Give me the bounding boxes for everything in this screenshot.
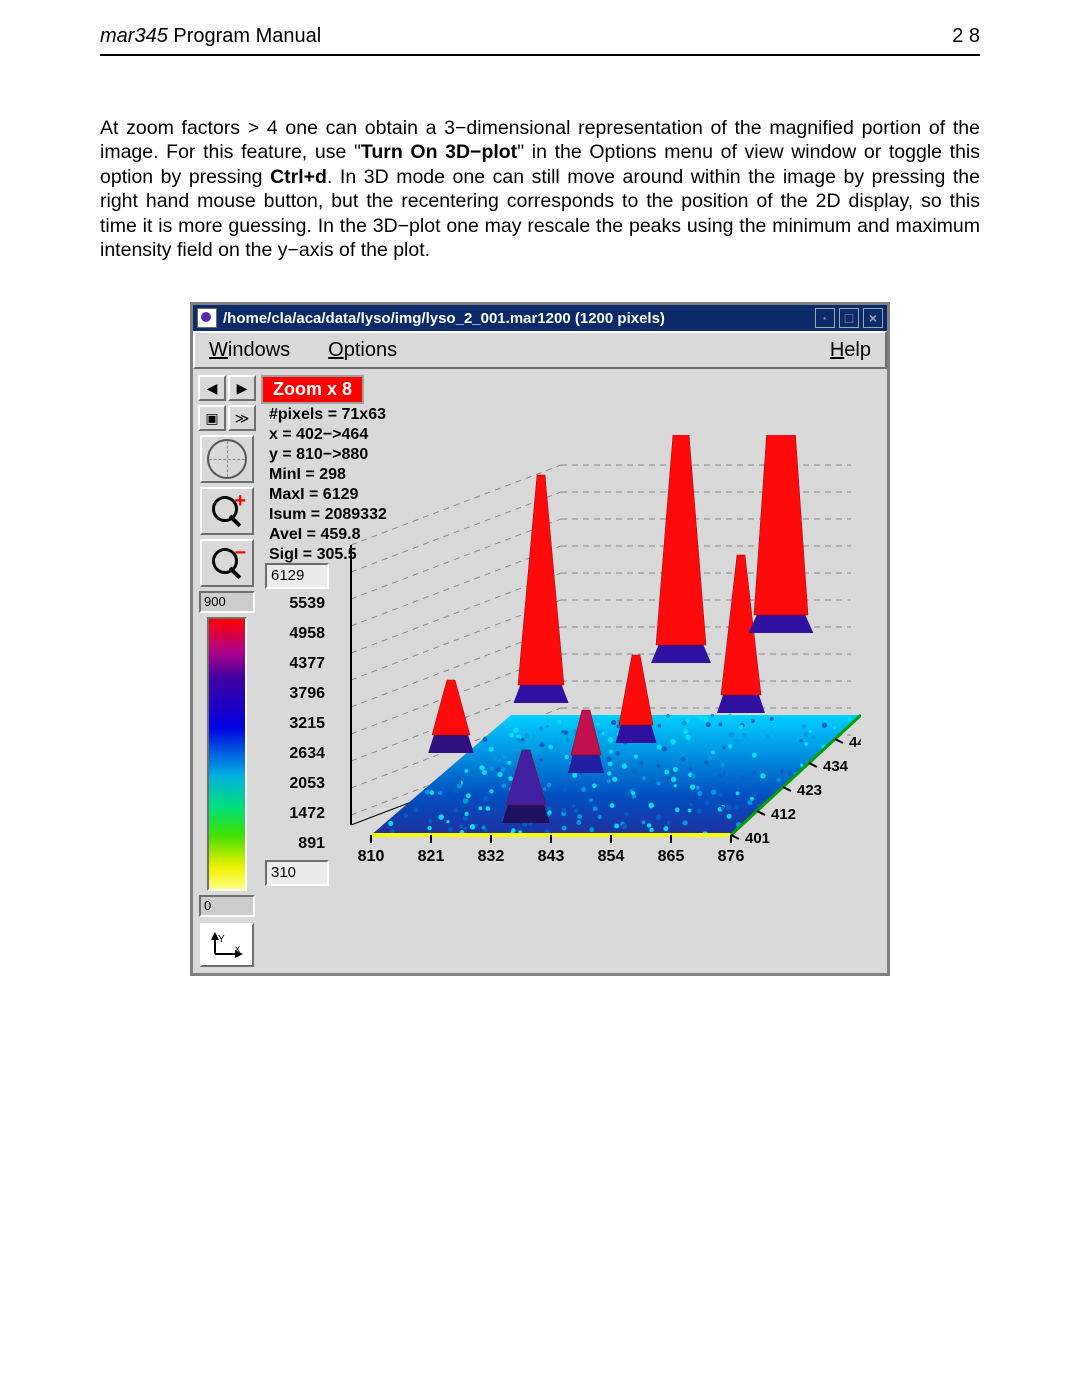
zoom-in-button[interactable] <box>200 487 254 535</box>
menu-windows[interactable]: Windows <box>209 339 290 362</box>
svg-text:865: 865 <box>658 848 685 865</box>
zoom-label: Zoom x 8 <box>261 375 364 404</box>
svg-text:810: 810 <box>358 848 385 865</box>
svg-text:423: 423 <box>797 782 822 799</box>
zoom-out-icon <box>212 548 242 578</box>
app-icon <box>197 308 217 328</box>
header-title-rest: Program Manual <box>168 25 321 47</box>
plot-3d[interactable]: 810821832843854865876401412423434445456 <box>331 435 861 895</box>
titlebar[interactable]: /home/cla/aca/data/lyso/img/lyso_2_001.m… <box>193 305 887 331</box>
svg-text:412: 412 <box>771 806 796 823</box>
plot-panel: Zoom x 8 #pixels = 71x63x = 402−>464y = … <box>261 375 881 915</box>
body-bold1: Turn On 3D−plot <box>361 141 517 163</box>
svg-text:876: 876 <box>718 848 745 865</box>
svg-text:821: 821 <box>418 848 445 865</box>
y-ticks: 55394958437737963215263420531472891 <box>273 595 325 865</box>
svg-text:854: 854 <box>598 848 625 865</box>
svg-text:832: 832 <box>478 848 505 865</box>
next-arrow-button[interactable]: ▶ <box>228 375 256 401</box>
maximize-icon[interactable]: □ <box>839 308 859 328</box>
body-bold2: Ctrl+d <box>270 166 327 188</box>
svg-text:Y: Y <box>218 934 225 945</box>
svg-text:445: 445 <box>849 734 861 751</box>
menu-help[interactable]: Help <box>830 339 871 362</box>
menubar: Windows Options Help <box>193 331 887 369</box>
colorbar-min-input[interactable]: 0 <box>199 895 255 917</box>
colorbar[interactable] <box>207 617 247 891</box>
target-button[interactable] <box>200 435 254 483</box>
menu-options[interactable]: Options <box>328 339 397 362</box>
page-number: 2 8 <box>952 25 980 48</box>
svg-text:x: x <box>235 944 240 955</box>
target-icon <box>207 439 247 479</box>
svg-text:434: 434 <box>823 758 849 775</box>
zoom-in-icon <box>212 496 242 526</box>
intensity-max-input[interactable]: 6129 <box>265 563 329 589</box>
minimize-icon[interactable]: · <box>815 308 835 328</box>
header-rule <box>100 54 980 56</box>
zoom-out-button[interactable] <box>200 539 254 587</box>
prev-arrow-button[interactable]: ◀ <box>198 375 226 401</box>
body-paragraph: At zoom factors > 4 one can obtain a 3−d… <box>100 116 980 262</box>
close-icon[interactable]: × <box>863 308 883 328</box>
work-area: ◀ ▶ ▣ ≫ 900 0 <box>193 369 887 973</box>
axis-toggle-button[interactable]: Y x <box>200 923 254 967</box>
svg-text:843: 843 <box>538 848 565 865</box>
axis-icon: Y x <box>207 930 247 960</box>
intensity-min-input[interactable]: 310 <box>265 860 329 886</box>
svg-text:401: 401 <box>745 830 770 847</box>
window-title: /home/cla/aca/data/lyso/img/lyso_2_001.m… <box>223 310 665 327</box>
app-window: /home/cla/aca/data/lyso/img/lyso_2_001.m… <box>190 302 890 976</box>
header-title: mar345 Program Manual <box>100 25 321 48</box>
left-toolbar: ◀ ▶ ▣ ≫ 900 0 <box>199 375 255 967</box>
fit-button[interactable]: ▣ <box>198 405 226 431</box>
page-header: mar345 Program Manual 2 8 <box>100 25 980 54</box>
expand-button[interactable]: ≫ <box>228 405 256 431</box>
colorbar-max-input[interactable]: 900 <box>199 591 255 613</box>
header-title-em: mar345 <box>100 25 168 47</box>
